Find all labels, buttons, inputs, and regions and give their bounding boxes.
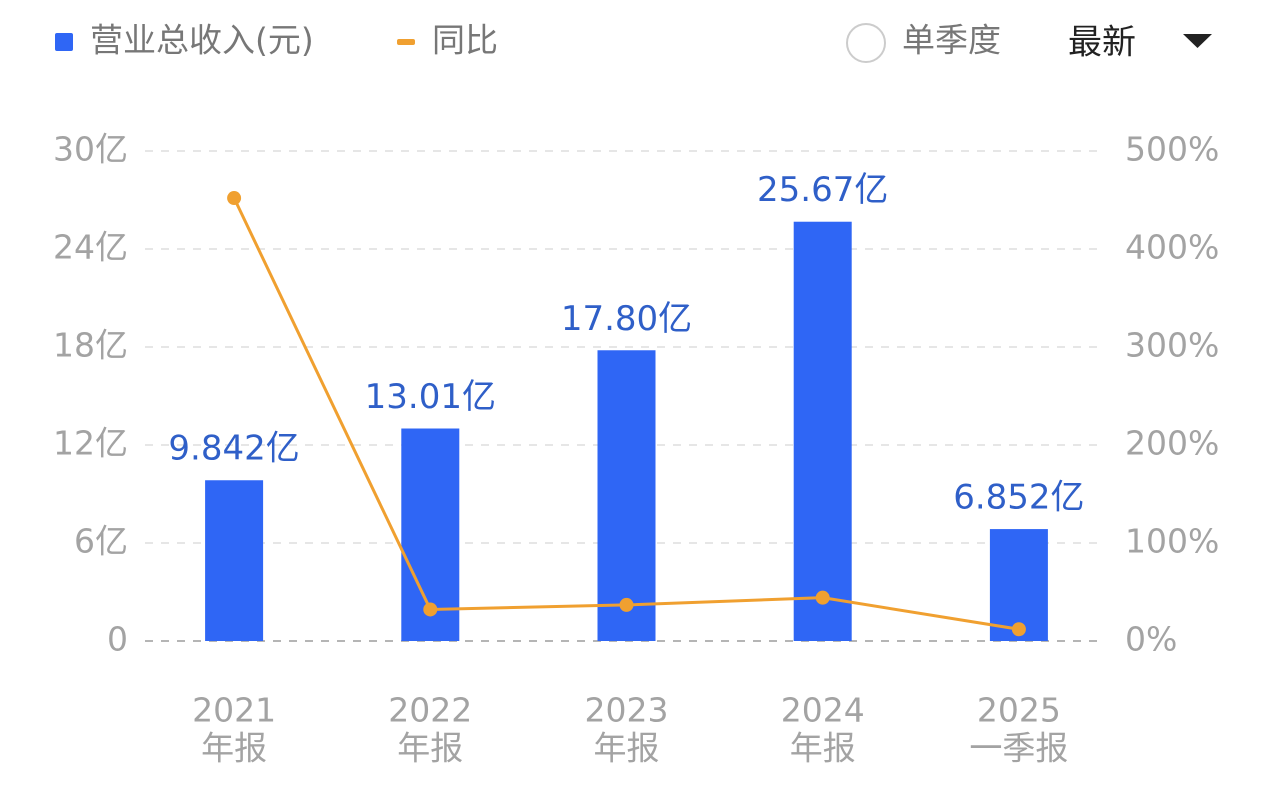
bar bbox=[205, 480, 264, 641]
y2-tick-label: 100% bbox=[1125, 522, 1219, 561]
dropdown-arrow[interactable] bbox=[1183, 34, 1212, 48]
y-tick-label: 6亿 bbox=[74, 522, 128, 561]
legend-swatch-bar bbox=[55, 33, 73, 51]
yoy-point bbox=[227, 191, 242, 206]
yoy-point bbox=[815, 590, 830, 605]
y-tick-label: 18亿 bbox=[53, 326, 128, 365]
x-tick-label: 2024 bbox=[781, 691, 865, 730]
legend-label: 同比 bbox=[432, 21, 498, 60]
y-tick-label: 0 bbox=[107, 620, 128, 659]
radio-button[interactable] bbox=[846, 23, 886, 63]
x-tick-label: 2021 bbox=[192, 691, 276, 730]
y2-tick-label: 0% bbox=[1125, 620, 1177, 659]
yoy-point bbox=[1011, 622, 1026, 637]
dropdown-label[interactable]: 最新 bbox=[1068, 23, 1136, 63]
x-tick-label: 2022 bbox=[388, 691, 472, 730]
legend-label: 营业总收入(元) bbox=[90, 21, 314, 60]
bar bbox=[597, 350, 656, 641]
x-tick-label: 年报 bbox=[790, 729, 856, 768]
y-tick-label: 24亿 bbox=[53, 228, 128, 267]
yoy-point bbox=[423, 602, 438, 617]
value-label: 13.01亿 bbox=[365, 377, 496, 417]
y2-tick-label: 500% bbox=[1125, 130, 1219, 169]
x-tick-label: 年报 bbox=[397, 729, 463, 768]
bar bbox=[793, 221, 852, 641]
radio-label[interactable]: 单季度 bbox=[902, 21, 1001, 60]
yoy-point bbox=[619, 597, 634, 612]
y2-tick-label: 300% bbox=[1125, 326, 1219, 365]
y2-tick-label: 400% bbox=[1125, 228, 1219, 267]
value-label: 6.852亿 bbox=[953, 478, 1084, 518]
x-tick-label: 一季报 bbox=[969, 729, 1068, 768]
x-tick-label: 2023 bbox=[585, 691, 669, 730]
value-label: 9.842亿 bbox=[168, 429, 299, 469]
value-label: 25.67亿 bbox=[757, 170, 888, 210]
x-tick-label: 年报 bbox=[201, 729, 267, 768]
value-label: 17.80亿 bbox=[561, 299, 692, 339]
y-tick-label: 12亿 bbox=[53, 424, 128, 463]
y-tick-label: 30亿 bbox=[53, 130, 128, 169]
legend-swatch-line bbox=[397, 39, 415, 45]
y2-tick-label: 200% bbox=[1125, 424, 1219, 463]
x-tick-label: 年报 bbox=[594, 729, 660, 768]
x-tick-label: 2025 bbox=[977, 691, 1061, 730]
